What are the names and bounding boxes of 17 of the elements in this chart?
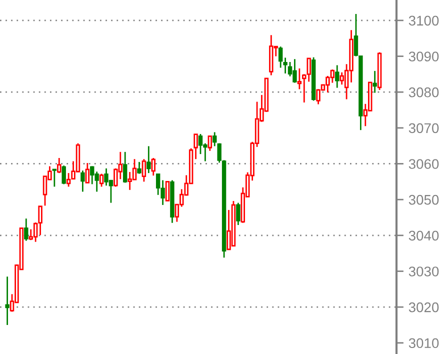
y-tick-label: 3080 — [408, 87, 439, 98]
y-tick-label: 3040 — [408, 230, 439, 241]
candlestick — [170, 180, 174, 224]
candlestick — [335, 64, 340, 88]
y-tick-label: 3020 — [408, 302, 439, 312]
y-tick-label: 3030 — [408, 266, 439, 276]
y-tick-label: 3090 — [408, 52, 439, 62]
y-tick-label: 3060 — [408, 159, 439, 169]
y-tick-label: 3010 — [408, 338, 439, 348]
candlestick — [146, 145, 151, 174]
y-tick-label: 3070 — [408, 123, 439, 134]
candlestick — [283, 56, 288, 74]
y-tick-label: 3050 — [408, 194, 439, 205]
candlestick — [5, 276, 10, 326]
candlestick — [297, 68, 302, 90]
candlestick — [372, 70, 377, 94]
y-tick-label: 3100 — [408, 16, 439, 26]
